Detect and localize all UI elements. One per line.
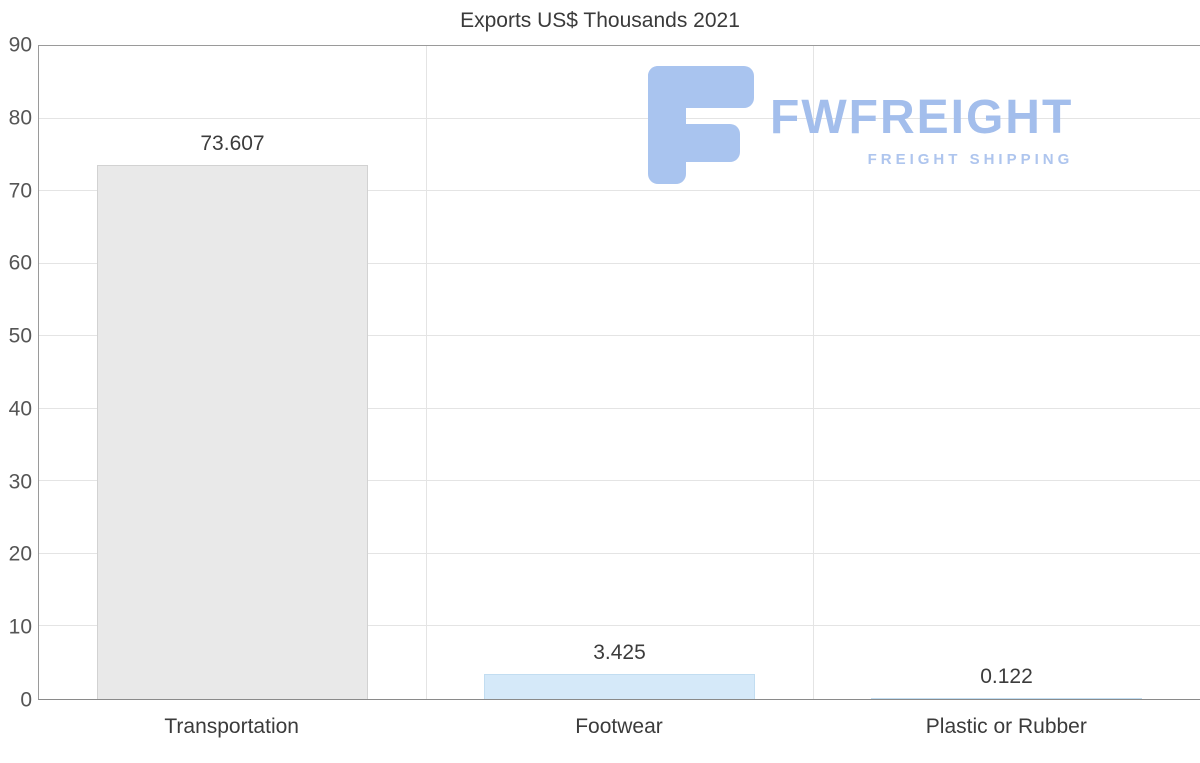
chart-title: Exports US$ Thousands 2021 [460, 9, 740, 32]
y-tick-30: 30 [8, 470, 32, 494]
fwfreight-logo-icon [648, 66, 754, 184]
y-tick-70: 70 [8, 179, 32, 203]
y-axis: 0 10 20 30 40 50 60 70 80 90 [0, 35, 34, 711]
fwfreight-logo: FWFREIGHT FREIGHT SHIPPING [648, 66, 1073, 184]
column-plastic-or-rubber: 0.122 [813, 46, 1200, 699]
logo-brand-text: FWFREIGHT [770, 91, 1074, 144]
gridline-y-60 [39, 262, 1200, 264]
column-separator-2 [813, 46, 814, 699]
x-label-footwear: Footwear [575, 715, 663, 738]
gridline-y-20 [39, 552, 1200, 554]
y-tick-80: 80 [8, 106, 32, 130]
value-label-footwear: 3.425 [593, 641, 646, 665]
gridline-y-30 [39, 480, 1200, 482]
y-tick-90: 90 [8, 33, 32, 57]
logo-tagline-text: FREIGHT SHIPPING [867, 151, 1074, 168]
bar-plastic-or-rubber [871, 698, 1142, 699]
x-label-transportation: Transportation [164, 715, 299, 738]
y-tick-60: 60 [8, 251, 32, 275]
y-tick-40: 40 [8, 397, 32, 421]
value-label-plastic-or-rubber: 0.122 [980, 665, 1033, 689]
value-label-transportation: 73.607 [200, 131, 265, 155]
gridline-y-50 [39, 335, 1200, 337]
plot-area: 73.607 3.425 0.122 [38, 45, 1200, 700]
y-tick-10: 10 [8, 615, 32, 639]
x-label-plastic-or-rubber: Plastic or Rubber [925, 715, 1087, 738]
gridline-y-70 [39, 190, 1200, 192]
column-separator-1 [426, 46, 427, 699]
x-axis-labels: Transportation Footwear Plastic or Rubber [38, 715, 1200, 739]
bar-footwear [484, 674, 755, 699]
y-tick-20: 20 [8, 542, 32, 566]
column-footwear: 3.425 [426, 46, 813, 699]
column-transportation: 73.607 [39, 46, 426, 699]
y-tick-0: 0 [20, 688, 32, 712]
gridline-y-80 [39, 117, 1200, 119]
gridline-y-40 [39, 407, 1200, 409]
y-tick-50: 50 [8, 324, 32, 348]
logo-text-block: FWFREIGHT FREIGHT SHIPPING [770, 91, 1074, 169]
gridline-y-10 [39, 625, 1200, 627]
bar-transportation [97, 164, 368, 699]
